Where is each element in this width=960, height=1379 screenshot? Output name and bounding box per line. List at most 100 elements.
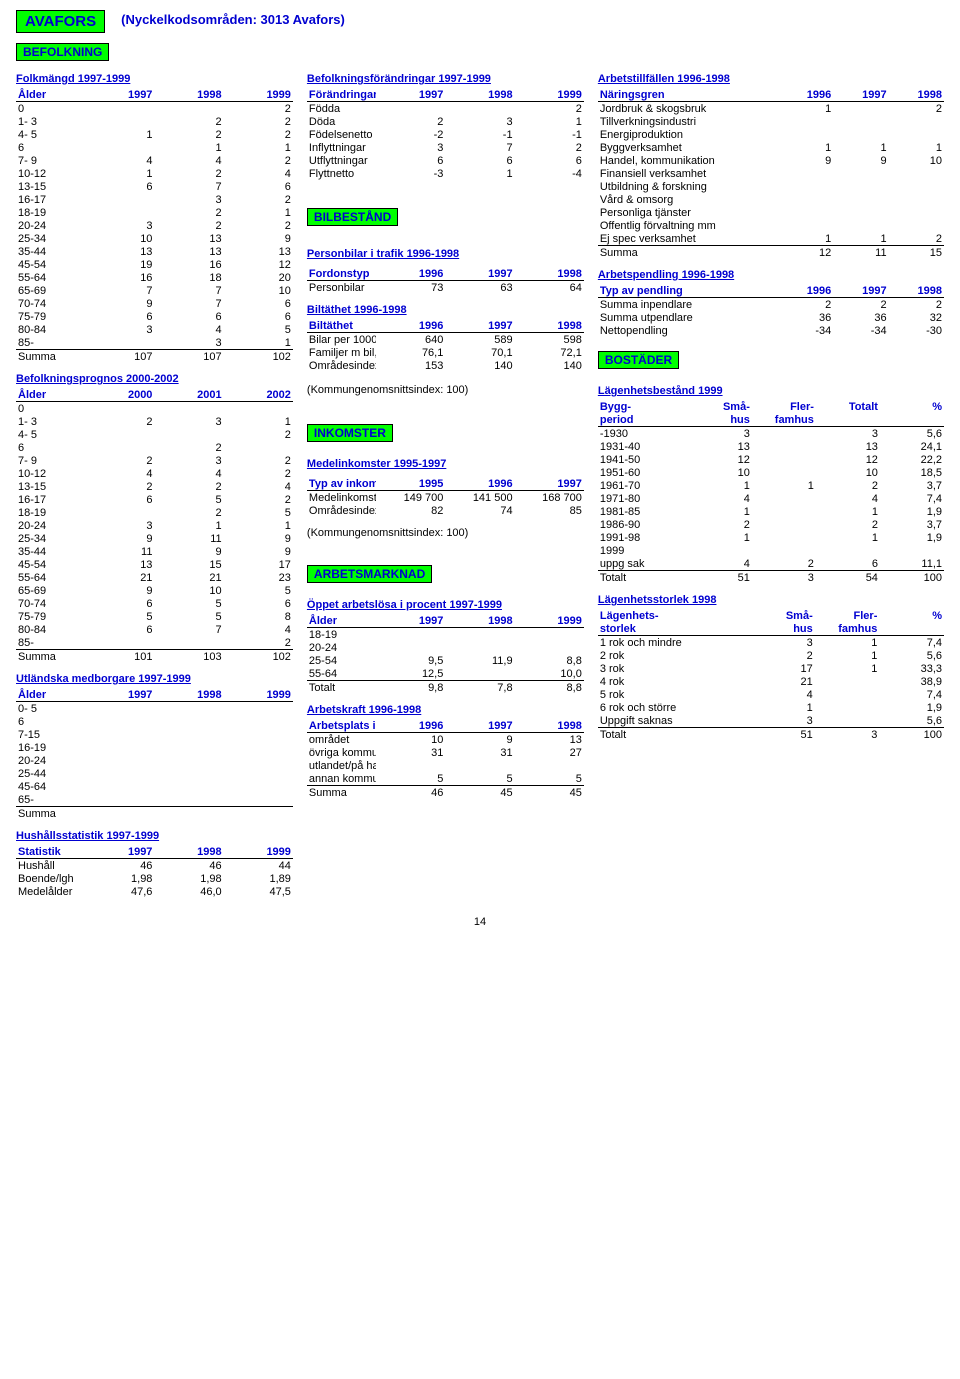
table-row: utlandet/på havet <box>307 759 584 772</box>
table-row: 85-31 <box>16 336 293 350</box>
h-personbilar: Personbilar i trafik 1996-1998 <box>307 248 584 260</box>
table-row: Byggverksamhet111 <box>598 141 944 154</box>
table-row: 1- 3231 <box>16 415 293 428</box>
section-befolkning: BEFOLKNING <box>16 43 109 61</box>
badge-inkomster: INKOMSTER <box>307 424 393 442</box>
table-row: Personliga tjänster <box>598 206 944 219</box>
table-row: 4 rok2138,9 <box>598 675 944 688</box>
table-row: 18-1925 <box>16 506 293 519</box>
table-row: 45-64 <box>16 780 293 793</box>
tbl-byggperiod: Bygg-Små-Fler-Totalt% periodhusfamhus -1… <box>598 400 944 584</box>
table-row: 1971-80447,4 <box>598 492 944 505</box>
table-row: 611 <box>16 141 293 154</box>
table-row: 80-84345 <box>16 323 293 336</box>
table-row: Ej spec verksamhet112 <box>598 232 944 246</box>
table-row: -1930335,6 <box>598 427 944 441</box>
table-row: Födda2 <box>307 102 584 116</box>
table-row: Områdesindex827485 <box>307 504 584 517</box>
table-row: Medelinkomst,kr149 700141 500168 700 <box>307 491 584 505</box>
table-row: 18-1921 <box>16 206 293 219</box>
table-row: Områdesindex153140140 <box>307 359 584 372</box>
tbl-lghstorlek: Lägenhets-Små-Fler-% storlekhusfamhus 1 … <box>598 609 944 741</box>
column-left: Folkmängd 1997-1999 Ålder199719981999 02… <box>16 67 293 898</box>
badge-arbetsmarknad: ARBETSMARKNAD <box>307 565 432 583</box>
table-row: Summa utpendlare363632 <box>598 311 944 324</box>
table-row: Familjer m bil, %76,170,172,1 <box>307 346 584 359</box>
tbl-typinkomst: Typ av inkomst199519961997 Medelinkomst,… <box>307 477 584 517</box>
tbl-naringsgren: Näringsgren199619971998 Jordbruk & skogs… <box>598 88 944 259</box>
tbl-prognos: Ålder200020012002 01- 32314- 52627- 9232… <box>16 388 293 663</box>
tbl-hushall: Statistik199719981999 Hushåll464644Boend… <box>16 845 293 898</box>
table-row: 1986-90223,7 <box>598 518 944 531</box>
note-kgi-2: (Kommungenomsnittsindex: 100) <box>307 527 584 539</box>
table-row: 45-54131517 <box>16 558 293 571</box>
table-row: området10913 <box>307 733 584 747</box>
table-row: Totalt51354100 <box>598 571 944 585</box>
table-row: 20-24322 <box>16 219 293 232</box>
table-row: Totalt513100 <box>598 728 944 742</box>
table-row: 1991-98111,9 <box>598 531 944 544</box>
tbl-arbetsplats: Arbetsplats i199619971998 området10913öv… <box>307 719 584 799</box>
table-row: 2 rok215,6 <box>598 649 944 662</box>
h-befchg: Befolkningsförändringar 1997-1999 <box>307 73 584 85</box>
table-row: Summa121115 <box>598 246 944 260</box>
table-row: 75-79558 <box>16 610 293 623</box>
table-row: 25-549,511,98,8 <box>307 654 584 667</box>
table-row: 10-12124 <box>16 167 293 180</box>
table-row: 6 rok och större11,9 <box>598 701 944 714</box>
h-utlandska: Utländska medborgare 1997-1999 <box>16 673 293 685</box>
table-row: 85-2 <box>16 636 293 650</box>
h-lagenhetsbestand: Lägenhetsbestånd 1999 <box>598 385 944 397</box>
table-row: 45-54191612 <box>16 258 293 271</box>
h-hushall: Hushållsstatistik 1997-1999 <box>16 830 293 842</box>
column-mid: Befolkningsförändringar 1997-1999 Föränd… <box>307 67 584 898</box>
table-row: 3 rok17133,3 <box>598 662 944 675</box>
table-row: 20-24311 <box>16 519 293 532</box>
table-row: Summa464545 <box>307 786 584 800</box>
table-row: Inflyttningar372 <box>307 141 584 154</box>
table-row: 35-44131313 <box>16 245 293 258</box>
note-kgi-1: (Kommungenomsnittsindex: 100) <box>307 384 584 396</box>
column-right: Arbetstillfällen 1996-1998 Näringsgren19… <box>598 67 944 898</box>
table-row: 02 <box>16 102 293 116</box>
table-row: Födelsenetto-2-1-1 <box>307 128 584 141</box>
table-row: övriga kommunen313127 <box>307 746 584 759</box>
page-title-badge: AVAFORS <box>16 10 105 33</box>
table-row: 1- 322 <box>16 115 293 128</box>
table-row: Utflyttningar666 <box>307 154 584 167</box>
table-row: 1951-60101018,5 <box>598 466 944 479</box>
table-row: 55-64161820 <box>16 271 293 284</box>
table-row: annan kommun555 <box>307 772 584 786</box>
table-row: Summa107107102 <box>16 350 293 364</box>
table-row: Vård & omsorg <box>598 193 944 206</box>
table-row: 16-1732 <box>16 193 293 206</box>
table-row: 4- 52 <box>16 428 293 441</box>
table-row: Finansiell verksamhet <box>598 167 944 180</box>
h-arbetskraft: Arbetskraft 1996-1998 <box>307 704 584 716</box>
table-row: Tillverkningsindustri <box>598 115 944 128</box>
table-row: 7- 9232 <box>16 454 293 467</box>
table-row: 80-84674 <box>16 623 293 636</box>
tbl-arbetslosa: Ålder199719981999 18-1920-2425-549,511,9… <box>307 614 584 694</box>
h-prognos: Befolkningsprognos 2000-2002 <box>16 373 293 385</box>
tbl-folkmangd: Ålder199719981999 021- 3224- 51226117- 9… <box>16 88 293 363</box>
table-row: 1941-50121222,2 <box>598 453 944 466</box>
table-row: 1961-701123,7 <box>598 479 944 492</box>
h-biltathet: Biltäthet 1996-1998 <box>307 304 584 316</box>
table-row: Summa inpendlare222 <box>598 298 944 312</box>
table-row: Summa <box>16 807 293 821</box>
table-row: 20-24 <box>16 754 293 767</box>
badge-bilbestand: BILBESTÅND <box>307 208 398 226</box>
table-row: Nettopendling-34-34-30 <box>598 324 944 337</box>
table-row: 1931-40131324,1 <box>598 440 944 453</box>
h-lagenhetsstorlek: Lägenhetsstorlek 1998 <box>598 594 944 606</box>
table-row: Boende/lgh1,981,981,89 <box>16 872 293 885</box>
table-row: 16-19 <box>16 741 293 754</box>
table-row: 7- 9442 <box>16 154 293 167</box>
table-row: 1981-85111,9 <box>598 505 944 518</box>
table-row: 1 rok och mindre317,4 <box>598 636 944 650</box>
table-row: Energiproduktion <box>598 128 944 141</box>
table-row: Uppgift saknas35,6 <box>598 714 944 728</box>
table-row: 0- 5 <box>16 702 293 716</box>
table-row: Totalt9,87,88,8 <box>307 681 584 695</box>
